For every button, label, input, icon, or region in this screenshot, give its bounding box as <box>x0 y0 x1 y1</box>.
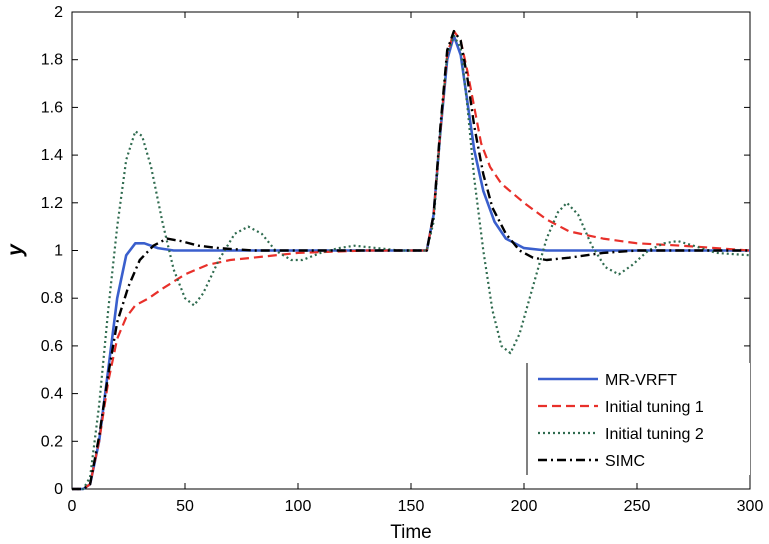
legend-label-3: SIMC <box>605 453 645 470</box>
x-tick-label: 250 <box>624 498 651 515</box>
y-tick-label: 1 <box>54 243 63 260</box>
legend-label-1: Initial tuning 1 <box>605 399 704 416</box>
legend-label-2: Initial tuning 2 <box>605 426 704 443</box>
x-tick-label: 200 <box>511 498 538 515</box>
x-tick-label: 150 <box>398 498 425 515</box>
x-axis-label: Time <box>390 522 432 543</box>
legend-label-0: MR-VRFT <box>605 372 677 389</box>
y-tick-label: 0.6 <box>41 338 63 355</box>
y-axis-label: y <box>4 243 27 257</box>
y-tick-label: 1.8 <box>41 52 63 69</box>
x-tick-label: 300 <box>737 498 764 515</box>
y-tick-label: 1.4 <box>41 147 63 164</box>
y-tick-label: 0 <box>54 481 63 498</box>
series-line-3 <box>72 29 750 491</box>
y-tick-label: 0.8 <box>41 290 63 307</box>
legend-box <box>527 363 750 475</box>
x-tick-label: 0 <box>68 498 77 515</box>
x-tick-label: 100 <box>285 498 312 515</box>
y-tick-label: 0.2 <box>41 433 63 450</box>
axis-ticks: 0 50 100 150 200 250 300 0 0.2 0.4 0.6 0.8 1 1.2 1.4 1.… <box>41 4 764 515</box>
legend: MR-VRFT Initial tuning 1 Initial tuning 2 S… <box>526 363 750 475</box>
y-tick-label: 1.2 <box>41 195 63 212</box>
y-tick-label: 0.4 <box>41 386 63 403</box>
y-tick-label: 1.6 <box>41 99 63 116</box>
series-layer <box>72 29 751 491</box>
y-tick-label: 2 <box>54 4 63 21</box>
x-tick-label: 50 <box>176 498 194 515</box>
